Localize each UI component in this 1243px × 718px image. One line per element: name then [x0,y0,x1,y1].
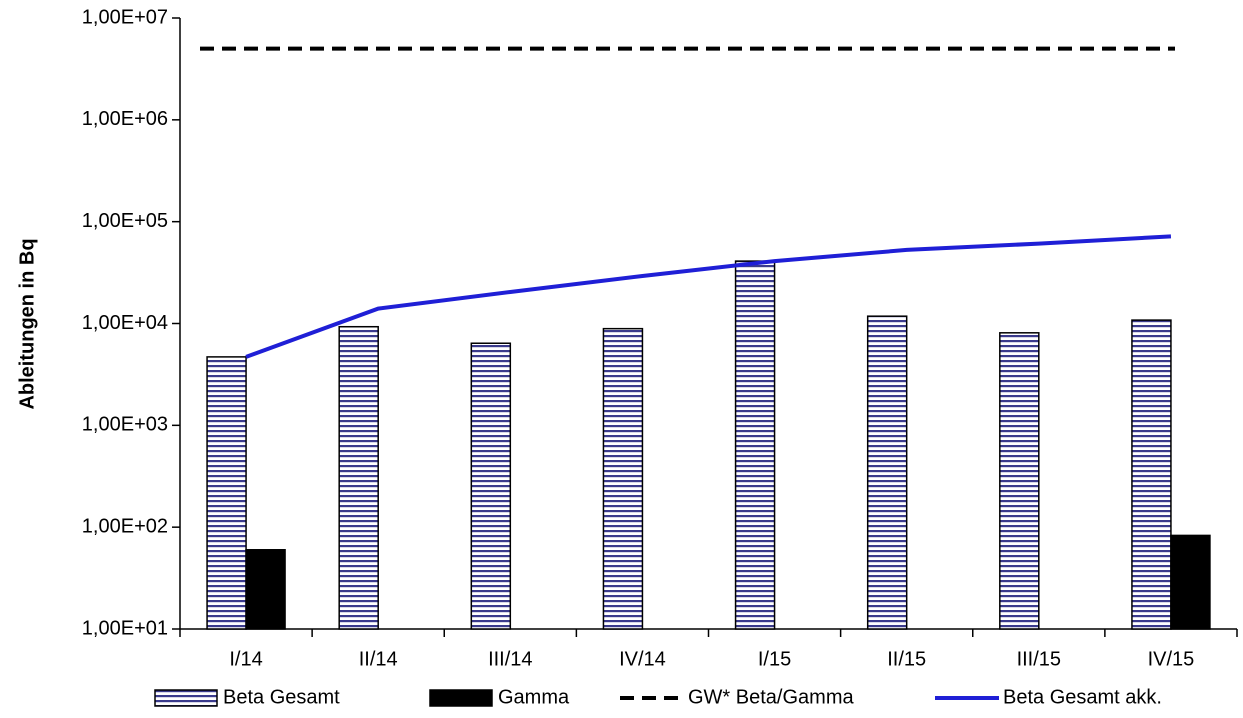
bar [602,327,644,630]
y-tick-label: 1,00E+06 [82,108,168,130]
bar [1170,534,1211,630]
legend-label: Gamma [498,686,570,708]
legend-swatch [429,689,493,707]
legend-label: Beta Gesamt [223,686,340,708]
y-tick-label: 1,00E+05 [82,210,168,232]
bar [245,549,286,630]
x-tick-label: IV/14 [619,648,666,670]
bar [734,260,776,630]
x-tick-label: I/14 [229,648,262,670]
y-tick-label: 1,00E+02 [82,515,168,537]
bar [999,332,1040,630]
x-tick-label: II/14 [359,648,398,670]
bar [470,342,512,630]
bar [1131,319,1172,630]
x-tick-label: II/15 [887,648,926,670]
bar [338,325,379,630]
line [245,234,1172,359]
y-axis-label: Ableitungen in Bq [16,238,38,409]
legend-swatch [154,689,218,707]
y-tick-label: 1,00E+04 [82,312,168,334]
x-tick-label: III/15 [1017,648,1061,670]
legend-label: GW* Beta/Gamma [688,686,854,708]
y-tick-label: 1,00E+01 [82,617,168,639]
x-tick-label: I/15 [758,648,791,670]
bar [866,315,908,630]
x-tick-label: IV/15 [1148,648,1195,670]
x-tick-label: III/14 [488,648,532,670]
y-tick-label: 1,00E+07 [82,6,168,28]
legend-label: Beta Gesamt akk. [1003,686,1162,708]
y-tick-label: 1,00E+03 [82,414,168,436]
bar [206,356,247,630]
